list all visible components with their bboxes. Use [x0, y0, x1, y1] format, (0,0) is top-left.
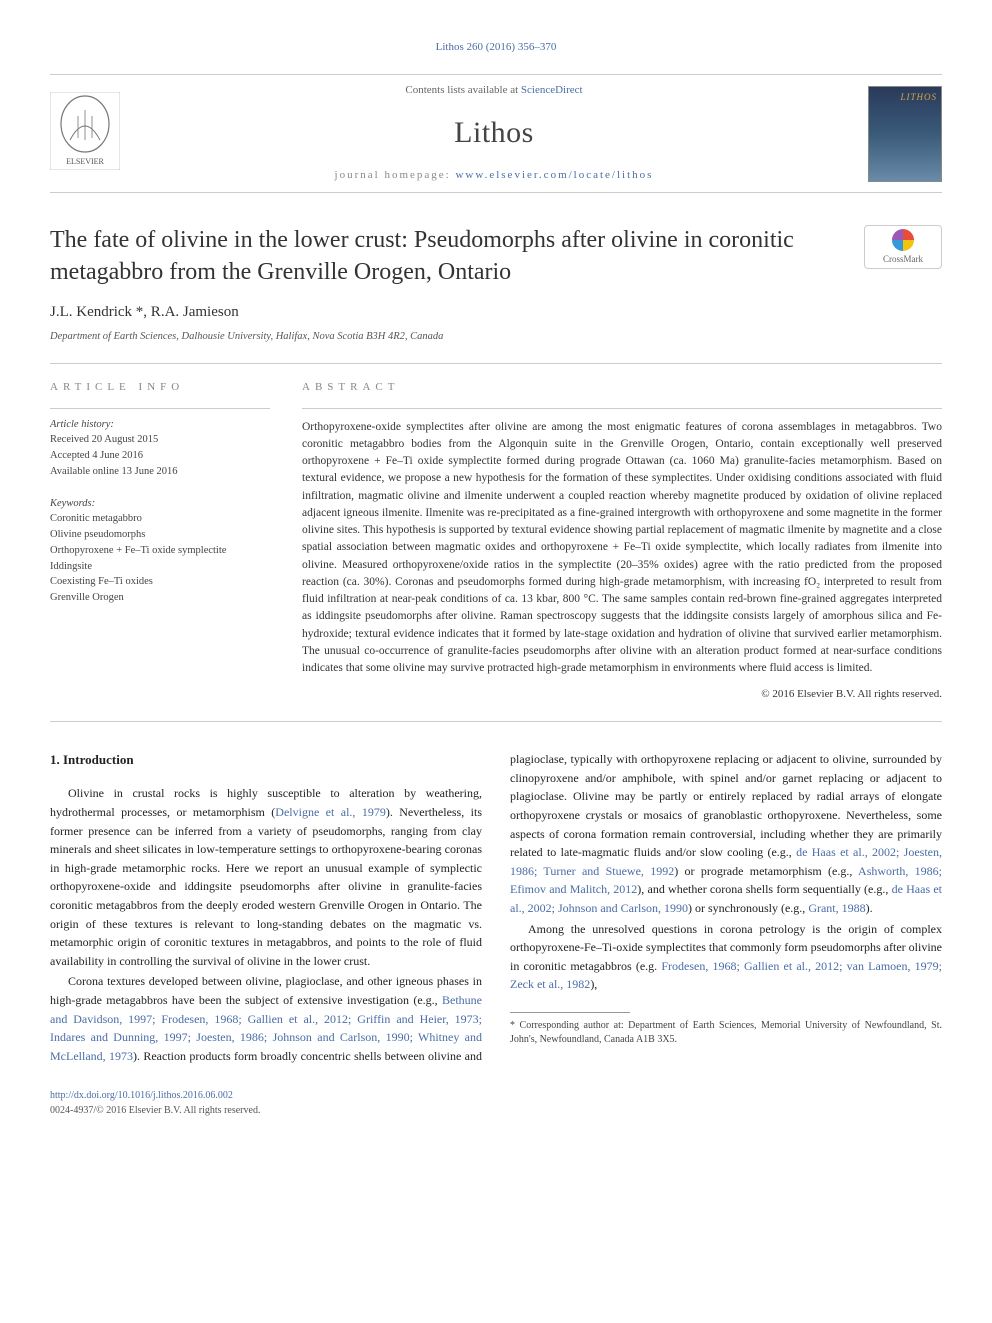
history-label: Article history: — [50, 417, 270, 433]
crossmark-icon — [892, 229, 914, 251]
crossmark-badge[interactable]: CrossMark — [864, 225, 942, 269]
body-text: 1. Introduction Olivine in crustal rocks… — [50, 750, 942, 1065]
article-info-heading: article info — [50, 380, 270, 396]
history-available: Available online 13 June 2016 — [50, 464, 270, 480]
keyword: Coronitic metagabbro — [50, 511, 270, 527]
body-paragraph: Among the unresolved questions in corona… — [510, 920, 942, 994]
keyword: Orthopyroxene + Fe–Ti oxide symplectite — [50, 543, 270, 559]
issn-copyright: 0024-4937/© 2016 Elsevier B.V. All right… — [50, 1104, 942, 1119]
abstract-column: abstract Orthopyroxene-oxide symplectite… — [302, 380, 942, 704]
divider — [50, 363, 942, 364]
body-paragraph: Olivine in crustal rocks is highly susce… — [50, 784, 482, 970]
footnote-text: Corresponding author at: Department of E… — [510, 1020, 942, 1045]
abstract-copyright: © 2016 Elsevier B.V. All rights reserved… — [302, 687, 942, 703]
article-title: The fate of olivine in the lower crust: … — [50, 225, 844, 287]
section-heading-intro: 1. Introduction — [50, 750, 482, 770]
sciencedirect-link[interactable]: ScienceDirect — [521, 84, 583, 96]
keyword: Iddingsite — [50, 559, 270, 575]
keywords-label: Keywords: — [50, 496, 270, 512]
abstract-heading: abstract — [302, 380, 942, 396]
cover-title: LITHOS — [900, 91, 937, 104]
citation-link[interactable]: Delvigne et al., 1979 — [275, 805, 386, 819]
contents-line: Contents lists available at ScienceDirec… — [120, 83, 868, 99]
keyword: Grenville Orogen — [50, 590, 270, 606]
abstract-text: Orthopyroxene-oxide symplectites after o… — [302, 419, 942, 678]
corresponding-author-footnote: * Corresponding author at: Department of… — [510, 1019, 942, 1047]
elsevier-logo: ELSEVIER — [50, 92, 120, 176]
citation-link[interactable]: Grant, 1988 — [808, 901, 865, 915]
article-info-column: article info Article history: Received 2… — [50, 380, 270, 704]
homepage-prefix: journal homepage: — [335, 169, 456, 181]
keyword: Olivine pseudomorphs — [50, 527, 270, 543]
affiliation: Department of Earth Sciences, Dalhousie … — [50, 329, 942, 344]
history-accepted: Accepted 4 June 2016 — [50, 448, 270, 464]
body-divider — [50, 721, 942, 722]
footnote-rule — [510, 1012, 630, 1013]
authors: J.L. Kendrick *, R.A. Jamieson — [50, 302, 942, 324]
article-history: Article history: Received 20 August 2015… — [50, 417, 270, 480]
journal-homepage-link[interactable]: www.elsevier.com/locate/lithos — [455, 169, 653, 181]
journal-header: ELSEVIER Contents lists available at Sci… — [50, 74, 942, 193]
info-divider — [50, 408, 270, 409]
svg-text:ELSEVIER: ELSEVIER — [66, 157, 104, 166]
history-received: Received 20 August 2015 — [50, 432, 270, 448]
keywords-block: Keywords: Coronitic metagabbro Olivine p… — [50, 496, 270, 606]
crossmark-label: CrossMark — [883, 253, 923, 266]
journal-name: Lithos — [120, 111, 868, 155]
page-footer: http://dx.doi.org/10.1016/j.lithos.2016.… — [50, 1089, 942, 1118]
journal-cover-thumbnail: LITHOS — [868, 86, 942, 182]
contents-prefix: Contents lists available at — [405, 84, 520, 96]
header-center: Contents lists available at ScienceDirec… — [120, 83, 868, 184]
citation-line: Lithos 260 (2016) 356–370 — [50, 40, 942, 56]
abstract-divider — [302, 408, 942, 409]
keyword: Coexisting Fe–Ti oxides — [50, 574, 270, 590]
journal-homepage-line: journal homepage: www.elsevier.com/locat… — [120, 168, 868, 184]
doi-link[interactable]: http://dx.doi.org/10.1016/j.lithos.2016.… — [50, 1090, 233, 1101]
